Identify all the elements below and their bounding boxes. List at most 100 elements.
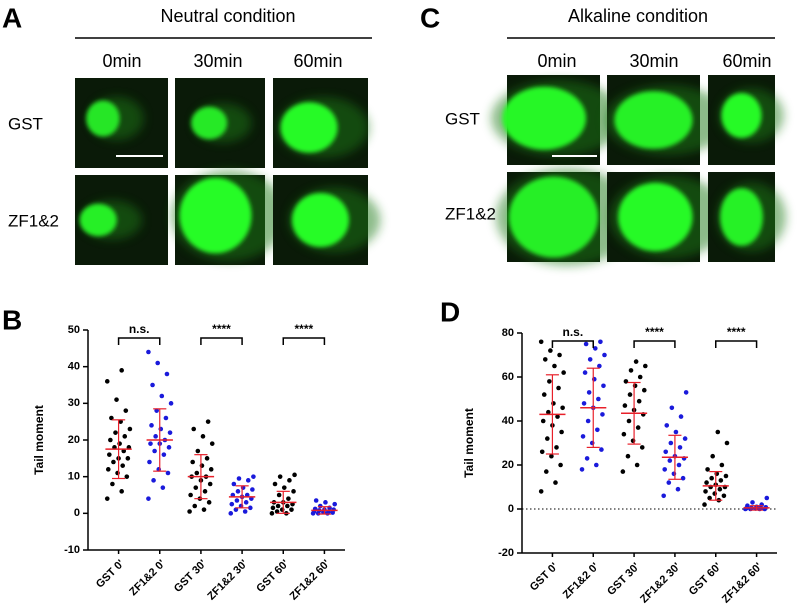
data-point <box>554 445 559 450</box>
significance-label: n.s. <box>129 322 150 336</box>
data-point <box>111 459 116 465</box>
y-tick-label: 20 <box>502 459 514 471</box>
data-point <box>125 456 131 461</box>
data-point <box>602 352 607 358</box>
data-point <box>662 467 668 472</box>
data-point <box>233 507 239 512</box>
x-tick-label: GST 60' <box>254 557 291 594</box>
column-label: 30min <box>629 51 678 71</box>
data-point <box>188 492 193 498</box>
significance-bracket <box>200 337 243 345</box>
data-point <box>286 496 291 501</box>
data-point <box>710 453 715 459</box>
x-tick-label: ZF1&2 30' <box>638 560 683 605</box>
data-point <box>558 462 563 468</box>
comet-head <box>79 203 117 237</box>
data-point <box>627 392 633 397</box>
data-point <box>599 447 604 452</box>
y-tick-label: -20 <box>498 547 514 559</box>
data-point <box>146 349 151 355</box>
data-point <box>553 480 558 485</box>
comet-head <box>179 177 252 254</box>
data-point <box>764 495 770 501</box>
data-point <box>104 379 110 384</box>
data-point <box>594 462 599 468</box>
y-tick-label: 10 <box>68 471 80 483</box>
data-point <box>707 495 712 501</box>
comet-head <box>618 182 693 252</box>
data-point <box>191 426 197 432</box>
significance-label: **** <box>294 322 313 336</box>
y-tick-label: 20 <box>68 434 80 446</box>
data-point <box>281 485 287 490</box>
data-point <box>666 480 672 485</box>
data-point <box>269 511 275 516</box>
data-point <box>147 459 152 465</box>
significance-label: **** <box>727 325 746 339</box>
data-point <box>600 412 605 417</box>
data-point <box>154 408 159 413</box>
panel-title: Alkaline condition <box>568 6 708 26</box>
y-tick-label: 30 <box>68 397 80 409</box>
data-point <box>195 448 201 454</box>
y-tick-label: 50 <box>68 324 80 336</box>
data-point <box>236 476 242 481</box>
significance-label: **** <box>645 325 664 339</box>
data-point <box>667 458 673 463</box>
x-tick-label: ZF1&2 60' <box>720 560 765 605</box>
y-tick-label: 0 <box>508 503 514 515</box>
data-point <box>582 370 588 375</box>
data-point <box>549 453 554 459</box>
data-point <box>242 509 248 514</box>
data-point <box>202 489 208 494</box>
data-point <box>204 456 210 461</box>
data-point <box>291 489 296 494</box>
data-point <box>556 385 561 391</box>
data-point <box>194 470 200 476</box>
data-point <box>643 363 648 369</box>
row-label: ZF1&2 <box>8 211 59 230</box>
comet-head <box>508 176 599 258</box>
data-point <box>151 478 156 483</box>
data-point <box>579 467 585 472</box>
data-point <box>586 390 592 395</box>
data-point <box>160 485 166 490</box>
panel-title: Neutral condition <box>160 6 295 26</box>
y-tick-label: 0 <box>74 507 80 519</box>
data-point <box>275 503 281 509</box>
x-tick-label: GST 30' <box>605 560 642 597</box>
column-label: 0min <box>537 51 576 71</box>
data-point <box>704 480 709 485</box>
data-point <box>637 374 643 380</box>
data-point <box>201 507 207 512</box>
data-point <box>159 393 165 399</box>
data-point <box>313 498 319 503</box>
data-point <box>661 493 666 499</box>
data-point <box>717 486 723 492</box>
data-point <box>636 398 642 404</box>
data-point <box>168 401 174 406</box>
column-label: 30min <box>193 51 242 71</box>
data-point <box>628 368 634 373</box>
data-point <box>150 382 155 388</box>
significance-label: n.s. <box>562 325 583 339</box>
data-point <box>161 452 167 457</box>
data-point <box>676 462 682 468</box>
data-point <box>323 500 328 505</box>
data-point <box>709 475 714 481</box>
data-point <box>561 370 566 375</box>
row-label: ZF1&2 <box>445 204 496 223</box>
y-tick-label: 40 <box>502 415 514 427</box>
data-point <box>127 426 133 432</box>
x-tick-label: ZF1&2 30' <box>205 557 250 602</box>
significance-label: **** <box>212 322 231 336</box>
data-point <box>542 357 548 362</box>
data-point <box>153 434 158 439</box>
data-point <box>289 507 294 512</box>
data-point <box>677 445 683 450</box>
data-point <box>546 409 551 415</box>
data-point <box>229 501 235 507</box>
data-point <box>664 423 670 428</box>
row-label: GST <box>8 114 43 133</box>
